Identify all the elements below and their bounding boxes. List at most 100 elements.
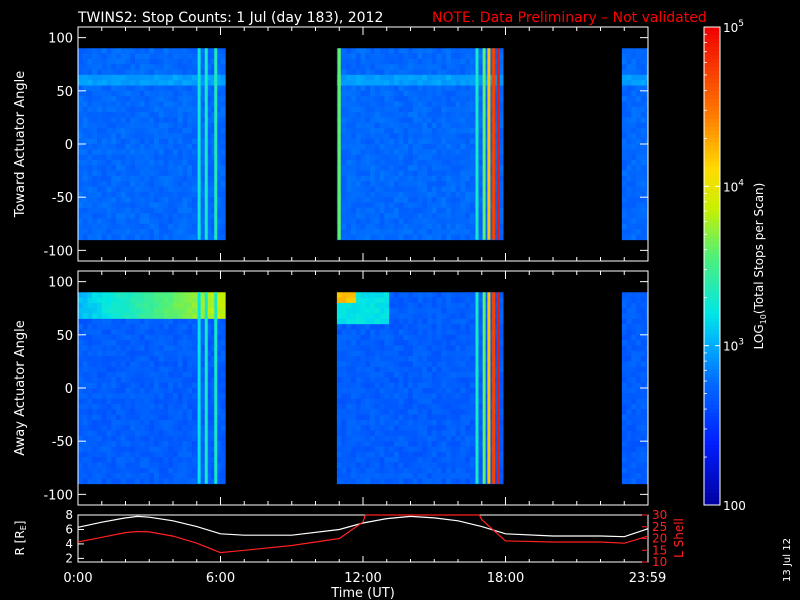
toward-heatmap-cell bbox=[154, 85, 160, 92]
away-heatmap-cell bbox=[177, 377, 183, 384]
away-heatmap-cell bbox=[446, 334, 452, 341]
away-heatmap-cell bbox=[125, 425, 131, 431]
toward-heatmap-cell bbox=[469, 202, 476, 209]
away-heatmap-cell bbox=[469, 388, 476, 394]
toward-heatmap-cell bbox=[92, 128, 98, 134]
away-heatmap-cell bbox=[488, 361, 495, 368]
toward-heatmap-cell bbox=[379, 48, 385, 54]
toward-heatmap-cell bbox=[154, 106, 160, 113]
toward-heatmap-cell bbox=[341, 85, 347, 92]
away-heatmap-cell bbox=[125, 345, 131, 352]
away-heatmap-cell bbox=[431, 473, 438, 479]
away-heatmap-cell bbox=[431, 425, 438, 431]
away-heatmap-cell bbox=[422, 382, 428, 389]
toward-heatmap-cell bbox=[82, 191, 88, 198]
away-heatmap-cell bbox=[211, 382, 217, 389]
toward-heatmap-cell bbox=[417, 101, 423, 108]
away-heatmap-cell bbox=[101, 451, 107, 458]
away-heatmap-cell bbox=[469, 377, 476, 384]
away-heatmap-cell bbox=[427, 467, 433, 474]
toward-heatmap-cell bbox=[455, 112, 461, 118]
toward-heatmap-cell bbox=[645, 186, 649, 193]
toward-heatmap-cell bbox=[78, 170, 84, 177]
away-heatmap-cell bbox=[479, 345, 485, 352]
away-heatmap-cell bbox=[384, 340, 390, 346]
toward-heatmap-cell bbox=[403, 58, 409, 65]
away-heatmap-cell bbox=[403, 388, 409, 394]
away-heatmap-cell bbox=[97, 446, 103, 453]
toward-heatmap-cell bbox=[436, 165, 442, 171]
toward-heatmap-cell bbox=[82, 64, 88, 70]
away-heatmap-cell bbox=[168, 308, 174, 314]
toward-heatmap-cell bbox=[92, 218, 98, 225]
toward-heatmap-cell bbox=[626, 202, 632, 209]
away-heatmap-cell bbox=[106, 297, 112, 304]
toward-heatmap-cell bbox=[379, 122, 385, 129]
away-heatmap-cell bbox=[177, 318, 183, 325]
away-heatmap-cell bbox=[144, 441, 150, 447]
away-heatmap-cell bbox=[82, 451, 88, 458]
toward-heatmap-cell bbox=[168, 101, 174, 108]
toward-heatmap-cell bbox=[154, 229, 160, 235]
away-heatmap-cell bbox=[120, 324, 126, 330]
toward-heatmap-cell bbox=[351, 170, 357, 177]
away-heatmap-cell bbox=[87, 366, 93, 373]
toward-heatmap-cell bbox=[469, 165, 476, 171]
toward-heatmap-cell bbox=[412, 138, 419, 145]
toward-heatmap-cell bbox=[422, 69, 428, 76]
away-heatmap-cell bbox=[111, 345, 117, 352]
toward-heatmap-cell bbox=[116, 96, 122, 102]
toward-heatmap-cell bbox=[144, 149, 150, 156]
toward-heatmap-cell bbox=[412, 48, 419, 54]
away-heatmap-cell bbox=[135, 308, 141, 314]
away-heatmap-cell bbox=[441, 366, 447, 373]
toward-heatmap-cell bbox=[78, 218, 84, 225]
toward-heatmap-cell bbox=[460, 53, 466, 60]
away-heatmap-cell bbox=[384, 403, 390, 410]
toward-heatmap-cell bbox=[220, 218, 226, 225]
toward-heatmap-cell bbox=[351, 186, 357, 193]
toward-heatmap-cell bbox=[158, 53, 164, 60]
toward-heatmap-cell bbox=[455, 170, 461, 177]
toward-heatmap-cell bbox=[422, 229, 428, 235]
toward-heatmap-cell bbox=[135, 138, 141, 145]
away-heatmap-cell bbox=[346, 419, 352, 426]
toward-heatmap-cell bbox=[626, 117, 632, 124]
toward-heatmap-cell bbox=[187, 117, 193, 124]
toward-heatmap-cell bbox=[135, 202, 141, 209]
away-heatmap-cell bbox=[484, 451, 490, 458]
toward-heatmap-cell bbox=[370, 74, 376, 81]
away-heatmap-cell bbox=[431, 308, 438, 314]
away-heatmap-cell bbox=[101, 409, 107, 415]
toward-heatmap-cell bbox=[450, 74, 457, 81]
toward-heatmap-cell bbox=[469, 48, 476, 54]
toward-heatmap-cell bbox=[450, 234, 457, 241]
toward-heatmap-cell bbox=[479, 122, 485, 129]
away-heatmap-cell bbox=[163, 302, 169, 309]
toward-heatmap-cell bbox=[465, 112, 471, 118]
away-heatmap-cell bbox=[379, 350, 385, 357]
toward-heatmap-cell bbox=[450, 48, 457, 54]
toward-heatmap-cell bbox=[636, 69, 642, 76]
away-heatmap-cell bbox=[182, 382, 188, 389]
toward-heatmap-cell bbox=[355, 207, 362, 214]
toward-heatmap-cell bbox=[436, 138, 442, 145]
toward-heatmap-cell bbox=[139, 202, 145, 209]
toward-heatmap-cell bbox=[163, 154, 169, 161]
toward-heatmap-cell bbox=[360, 53, 366, 60]
away-heatmap-cell bbox=[120, 425, 126, 431]
toward-heatmap-cell bbox=[158, 202, 164, 209]
away-heatmap-cell bbox=[408, 345, 414, 352]
toward-heatmap-cell bbox=[211, 138, 217, 145]
away-heatmap-cell bbox=[384, 313, 390, 320]
toward-heatmap-cell bbox=[626, 213, 632, 219]
toward-heatmap-cell bbox=[365, 159, 371, 166]
toward-heatmap-cell bbox=[631, 186, 637, 193]
away-heatmap-cell bbox=[365, 462, 371, 469]
away-heatmap-cell bbox=[417, 430, 423, 437]
away-heatmap-cell bbox=[120, 334, 126, 341]
away-heatmap-cell bbox=[389, 340, 395, 346]
toward-heatmap-cell bbox=[130, 69, 136, 76]
away-heatmap-cell bbox=[365, 329, 371, 336]
away-heatmap-cell bbox=[336, 361, 343, 368]
